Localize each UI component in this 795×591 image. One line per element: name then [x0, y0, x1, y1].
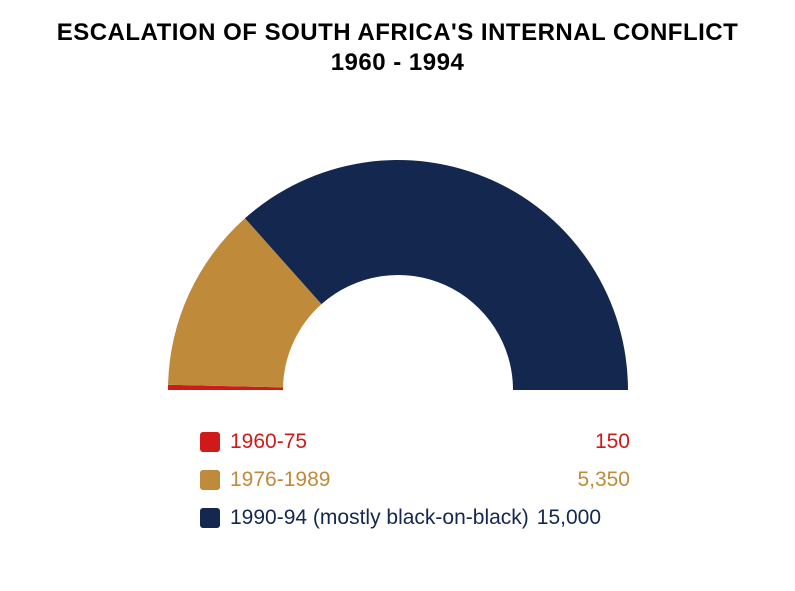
title-line-2: 1960 - 1994	[0, 48, 795, 78]
legend-swatch	[200, 508, 220, 528]
legend-swatch	[200, 432, 220, 452]
legend-label: 1960-75	[230, 430, 307, 454]
legend-label: 1976-1989	[230, 468, 330, 492]
donut-svg	[148, 140, 648, 400]
legend-value: 150	[595, 430, 630, 454]
legend-row: 1990-94 (mostly black-on-black) 15,000	[200, 506, 630, 530]
donut-segment	[244, 160, 627, 390]
legend-row: 1960-75 150	[200, 430, 630, 454]
chart-title: ESCALATION OF SOUTH AFRICA'S INTERNAL CO…	[0, 0, 795, 78]
legend-value: 15,000	[537, 506, 601, 530]
legend-row: 1976-1989 5,350	[200, 468, 630, 492]
legend: 1960-75 150 1976-1989 5,350 1990-94 (mostly …	[200, 430, 630, 544]
half-donut-chart	[148, 140, 648, 405]
title-line-1: ESCALATION OF SOUTH AFRICA'S INTERNAL CO…	[0, 18, 795, 48]
legend-value: 5,350	[577, 468, 630, 492]
legend-label: 1990-94 (mostly black-on-black)	[230, 506, 529, 530]
legend-swatch	[200, 470, 220, 490]
